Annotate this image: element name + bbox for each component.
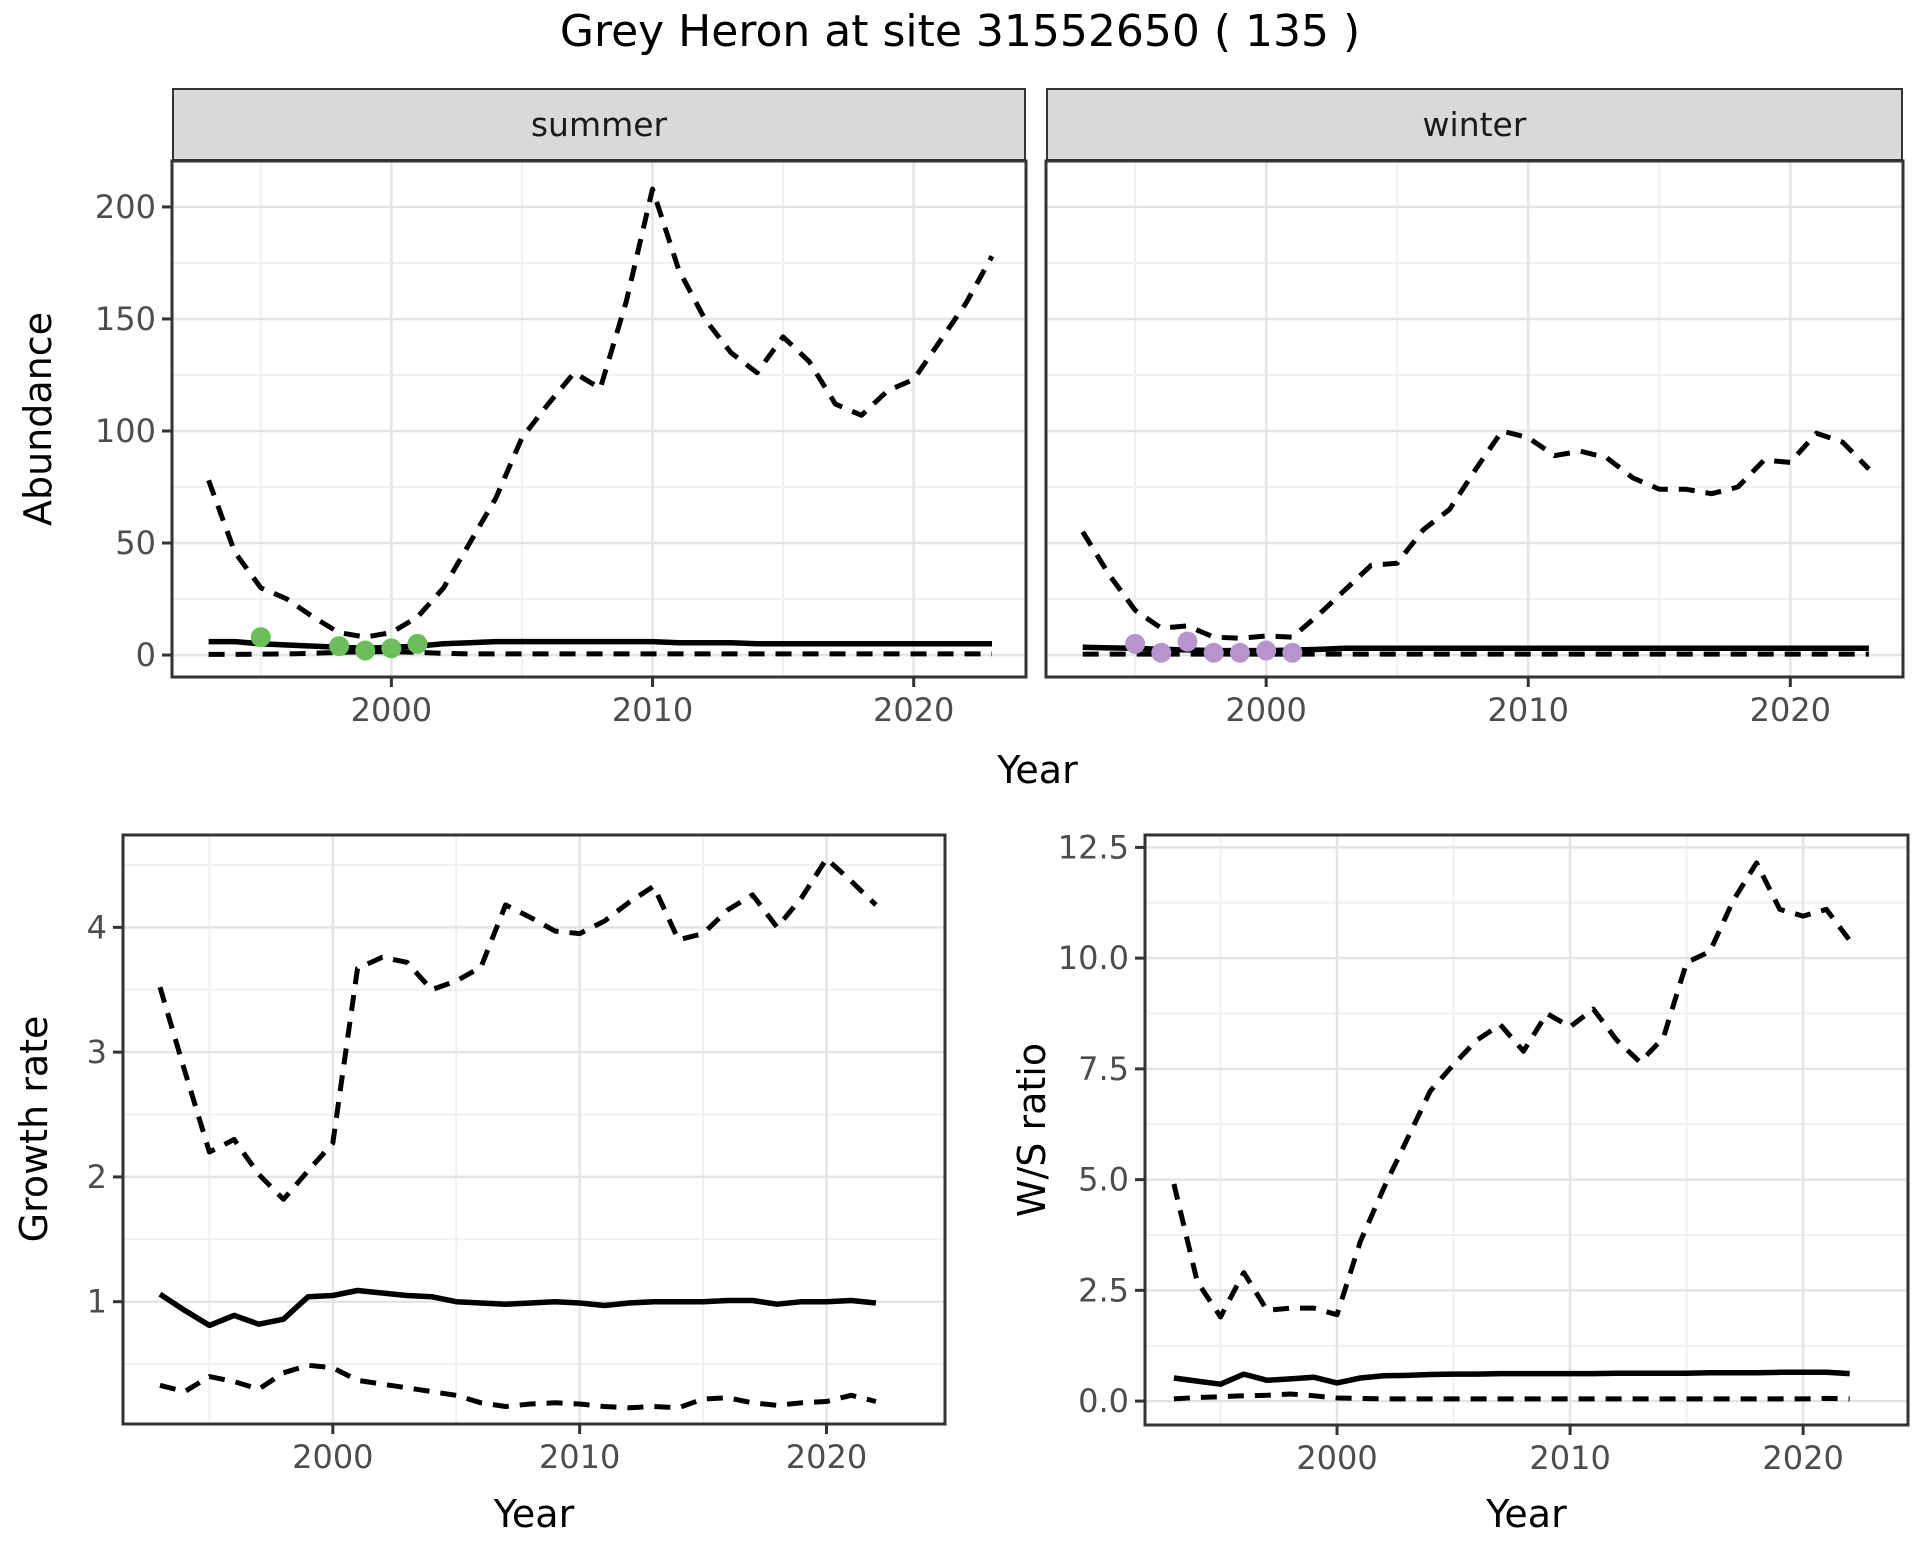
grid-minor bbox=[1046, 161, 1903, 677]
y-tick-label: 0 bbox=[136, 636, 156, 674]
y-tick-label: 2 bbox=[87, 1158, 107, 1196]
observed-point bbox=[1203, 642, 1224, 663]
y-tick-label: 200 bbox=[95, 188, 156, 226]
series-estimate bbox=[1082, 644, 1869, 654]
x-tick-label: 2000 bbox=[1225, 691, 1306, 729]
grid-minor bbox=[1145, 835, 1908, 1425]
y-tick-label: 7.5 bbox=[1078, 1050, 1129, 1088]
y-tick-label: 5.0 bbox=[1078, 1161, 1129, 1199]
series-upper-ci bbox=[157, 856, 878, 1202]
panel-abundance-summer: 2000 2010 2020 0 50 100 150 200 bbox=[95, 159, 1028, 729]
facet-strip-summer-label: summer bbox=[530, 105, 668, 144]
x-tick-label: 2020 bbox=[786, 1438, 867, 1476]
plot-title: Grey Heron at site 31552650 ( 135 ) bbox=[559, 6, 1361, 57]
y-tick-label: 10.0 bbox=[1058, 939, 1129, 977]
y-tick-label: 3 bbox=[87, 1033, 107, 1071]
observed-point bbox=[1229, 642, 1250, 663]
y-tick-label: 50 bbox=[115, 524, 156, 562]
observed-point bbox=[250, 627, 271, 648]
series-upper-ci bbox=[206, 186, 995, 640]
axis-ticks: 2000 2010 2020 0.0 2.5 5.0 7.5 10.0 12.5 bbox=[1058, 828, 1844, 1477]
series-estimate bbox=[158, 1287, 877, 1329]
series-lower-ci bbox=[1173, 1391, 1850, 1402]
observed-point bbox=[1151, 642, 1172, 663]
year-axis-title-top: Year bbox=[997, 748, 1078, 792]
panel-abundance-winter: 2000 2010 2020 bbox=[1044, 159, 1905, 729]
series-lower-ci bbox=[159, 1362, 877, 1411]
series-upper-ci bbox=[1171, 860, 1852, 1320]
observed-point bbox=[355, 640, 376, 661]
x-tick-label: 2010 bbox=[539, 1438, 620, 1476]
observed-point bbox=[1256, 640, 1277, 661]
x-tick-label: 2020 bbox=[1750, 691, 1831, 729]
x-tick-label: 2000 bbox=[292, 1438, 373, 1476]
observed-point bbox=[407, 633, 428, 654]
axis-ticks: 2000 2010 2020 1 2 3 4 bbox=[87, 908, 868, 1476]
grid-major bbox=[123, 835, 945, 1424]
observed-points bbox=[250, 627, 428, 661]
observed-point bbox=[1125, 633, 1146, 654]
y-tick-label: 100 bbox=[95, 412, 156, 450]
facet-strip-winter: winter bbox=[1046, 88, 1903, 161]
grid-minor bbox=[123, 835, 945, 1424]
x-tick-label: 2000 bbox=[351, 691, 432, 729]
y-tick-label: 1 bbox=[87, 1283, 107, 1321]
facet-strip-winter-label: winter bbox=[1422, 105, 1527, 144]
x-tick-label: 2010 bbox=[1488, 691, 1569, 729]
series-upper-ci bbox=[1080, 428, 1871, 641]
panel-growth-rate: 2000 2010 2020 1 2 3 4 bbox=[87, 833, 947, 1476]
panel-border bbox=[1143, 833, 1910, 1427]
year-axis-title-growth: Year bbox=[493, 1492, 575, 1536]
observed-point bbox=[381, 638, 402, 659]
panel-border bbox=[121, 833, 947, 1426]
observed-point bbox=[329, 636, 350, 657]
axis-ticks: 2000 2010 2020 bbox=[1225, 677, 1831, 729]
observed-point bbox=[1177, 631, 1198, 652]
series-estimate bbox=[1173, 1369, 1850, 1387]
y-tick-label: 4 bbox=[87, 908, 107, 946]
observed-point bbox=[1282, 642, 1303, 663]
grid-minor bbox=[172, 161, 1026, 677]
y-tick-label: 0.0 bbox=[1078, 1382, 1129, 1420]
series-lower-ci bbox=[208, 649, 992, 657]
year-axis-title-ws: Year bbox=[1486, 1492, 1567, 1536]
x-tick-label: 2010 bbox=[612, 691, 693, 729]
grid-major bbox=[1145, 835, 1908, 1425]
y-tick-label: 2.5 bbox=[1078, 1271, 1129, 1309]
observed-points bbox=[1125, 631, 1303, 663]
panel-border bbox=[170, 159, 1028, 679]
axis-ticks: 2000 2010 2020 0 50 100 150 200 bbox=[95, 188, 954, 729]
x-tick-label: 2020 bbox=[873, 691, 954, 729]
panel-border bbox=[1044, 159, 1905, 679]
y-tick-label: 150 bbox=[95, 300, 156, 338]
x-tick-label: 2000 bbox=[1296, 1439, 1377, 1477]
grid-major bbox=[1046, 161, 1903, 677]
x-tick-label: 2010 bbox=[1529, 1439, 1610, 1477]
series-estimate bbox=[208, 638, 992, 652]
y-tick-label: 12.5 bbox=[1058, 828, 1129, 866]
facet-strip-summer: summer bbox=[172, 88, 1026, 161]
x-tick-label: 2020 bbox=[1762, 1439, 1843, 1477]
panel-ws-ratio: 2000 2010 2020 0.0 2.5 5.0 7.5 10.0 12.5 bbox=[1058, 828, 1910, 1477]
